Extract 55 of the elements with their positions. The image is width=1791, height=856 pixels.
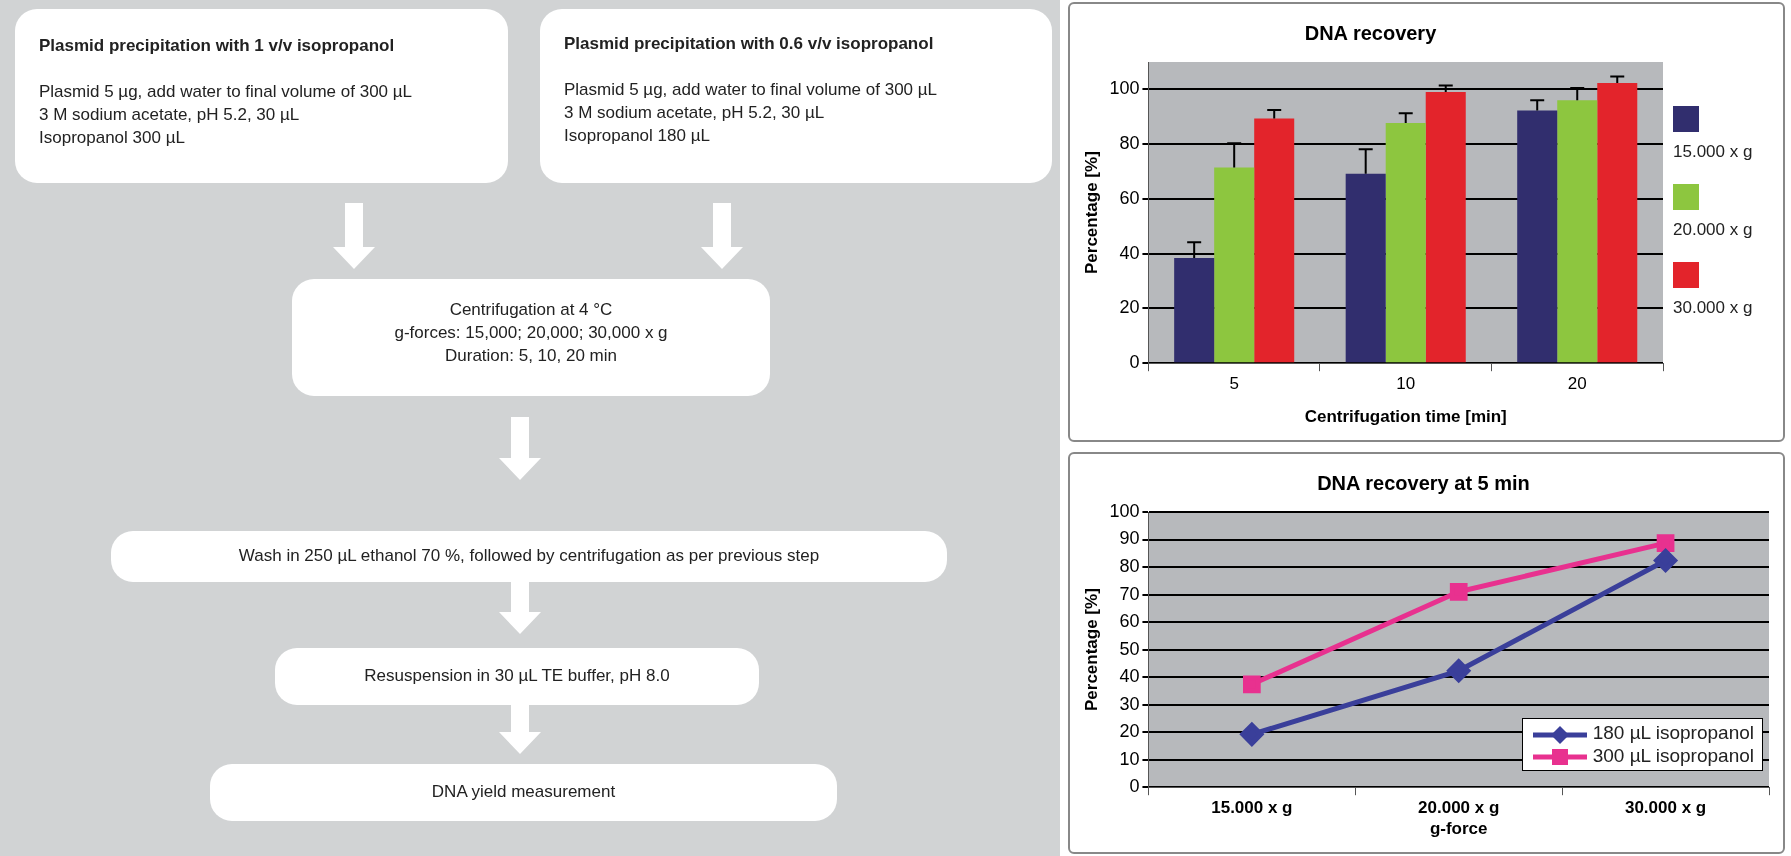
bar: [1254, 118, 1295, 363]
chart-title: DNA recovery at 5 min: [1317, 471, 1530, 494]
point: [1654, 548, 1678, 572]
y-tick-label: 10: [1119, 748, 1140, 769]
y-tick-label: 20: [1119, 297, 1140, 318]
chart-title: DNA recovery: [1304, 21, 1438, 44]
bar: [1557, 100, 1598, 363]
point: [1447, 659, 1471, 683]
bar: [1345, 173, 1386, 363]
point: [1656, 534, 1675, 552]
x-tick-label: 20.000 x g: [1418, 798, 1500, 818]
y-tick-label: 80: [1119, 556, 1140, 577]
y-tick-label: 40: [1119, 666, 1140, 687]
y-tick-label: 20: [1119, 721, 1140, 742]
y-tick-label: 70: [1119, 583, 1140, 604]
bar: [1385, 123, 1426, 363]
legend-label: 300 µL isopropanol: [1592, 744, 1754, 766]
point: [1240, 722, 1264, 746]
bar: [1425, 92, 1466, 363]
y-tick-label: 30: [1119, 693, 1140, 714]
bar: [1214, 167, 1255, 363]
y-tick-label: 90: [1119, 528, 1140, 549]
bar: [1517, 110, 1558, 363]
y-tick-label: 0: [1129, 352, 1140, 373]
y-tick-label: 40: [1119, 242, 1140, 263]
y-axis-title: Percentage [%]: [1081, 151, 1101, 275]
y-tick-label: 60: [1119, 611, 1140, 632]
text: Plasmid precipitation with 1 v/v isopropanol Plasmid 5 µg, add water to final volume of 300 µL 3 M sodium acetate, pH 5.2, 30 µL Isopropanol 300 µL: [39, 36, 413, 147]
bar: [1174, 258, 1215, 363]
y-tick-label: 80: [1119, 133, 1140, 154]
text: Plasmid precipitation with 0.6 v/v isopropanol Plasmid 5 µg, add water to final volume of 300 µL 3 M sodium acetate, pH 5.2, 30 µL Isopropanol 180 µL: [564, 34, 938, 145]
y-tick-label: 100: [1109, 500, 1140, 521]
text: DNA yield measurement: [430, 781, 617, 803]
x-tick-label: 30.000 x g: [1624, 798, 1707, 818]
point: [1449, 582, 1468, 601]
x-tick-label: 15.000 x g: [1211, 798, 1293, 818]
text: Resuspension in 30 µL TE buffer, pH 8.0: [363, 665, 671, 687]
x-tick-label: 5: [1229, 374, 1239, 394]
legend-label: 15.000 x g: [1673, 141, 1753, 162]
y-axis-title: Percentage [%]: [1081, 588, 1101, 712]
x-axis-title: Centrifugation time [min]: [1304, 407, 1507, 427]
legend-label: 180 µL isopropanol: [1592, 722, 1754, 744]
y-tick-label: 100: [1109, 78, 1140, 99]
x-tick-label: 10: [1396, 374, 1416, 394]
text: Centrifugation at 4 °C g-forces: 15,000; 20,000; 30,000 x g Duration: 5, 10, 20 min: [393, 299, 669, 367]
y-tick-label: 50: [1119, 638, 1140, 659]
x-axis-title: g-force: [1429, 819, 1488, 839]
legend-label: 20.000 x g: [1673, 219, 1753, 240]
legend-label: 30.000 x g: [1673, 297, 1753, 318]
point: [1243, 675, 1261, 694]
text: Wash in 250 µL ethanol 70 %, followed by centrifugation as per previous step: [237, 545, 821, 567]
bar: [1597, 83, 1638, 363]
y-tick-label: 0: [1129, 776, 1140, 797]
y-tick-label: 60: [1119, 187, 1140, 208]
x-tick-label: 20: [1567, 374, 1587, 394]
